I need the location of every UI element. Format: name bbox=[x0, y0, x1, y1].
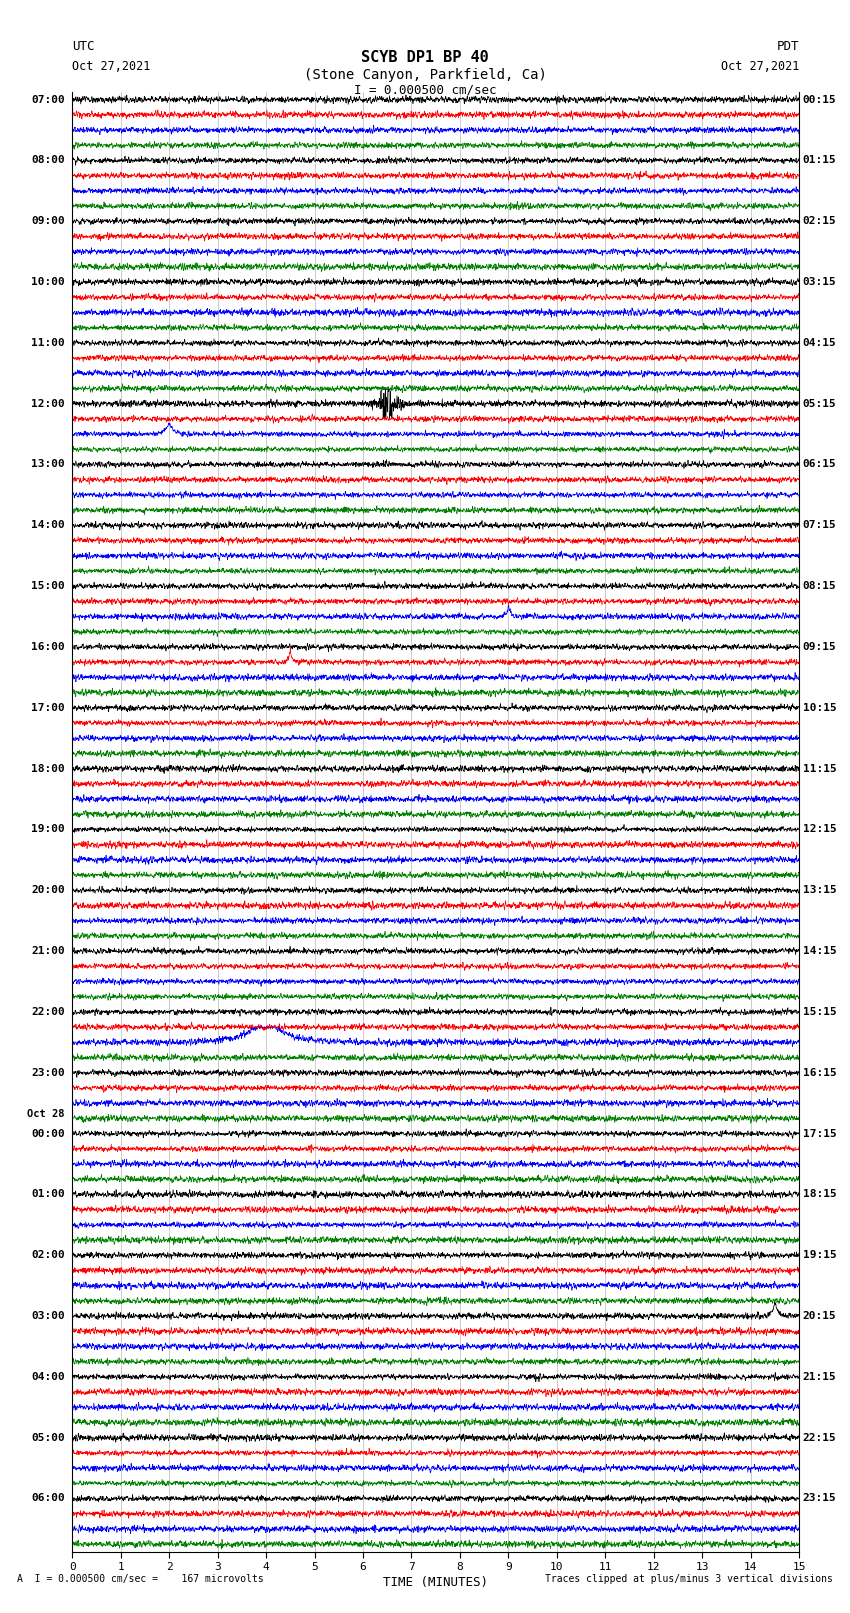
Text: 08:00: 08:00 bbox=[31, 155, 65, 166]
Text: 10:15: 10:15 bbox=[802, 703, 836, 713]
Text: 07:15: 07:15 bbox=[802, 521, 836, 531]
Text: 02:00: 02:00 bbox=[31, 1250, 65, 1260]
Text: 21:00: 21:00 bbox=[31, 947, 65, 957]
Text: 05:15: 05:15 bbox=[802, 398, 836, 408]
Text: 19:15: 19:15 bbox=[802, 1250, 836, 1260]
Text: 05:00: 05:00 bbox=[31, 1432, 65, 1442]
Text: 16:00: 16:00 bbox=[31, 642, 65, 652]
Text: 22:00: 22:00 bbox=[31, 1007, 65, 1016]
Text: 23:00: 23:00 bbox=[31, 1068, 65, 1077]
Text: PDT: PDT bbox=[777, 40, 799, 53]
Text: Traces clipped at plus/minus 3 vertical divisions: Traces clipped at plus/minus 3 vertical … bbox=[545, 1574, 833, 1584]
Text: 15:15: 15:15 bbox=[802, 1007, 836, 1016]
Text: 07:00: 07:00 bbox=[31, 95, 65, 105]
Text: 03:00: 03:00 bbox=[31, 1311, 65, 1321]
Text: 08:15: 08:15 bbox=[802, 581, 836, 590]
Text: 22:15: 22:15 bbox=[802, 1432, 836, 1442]
Text: 18:15: 18:15 bbox=[802, 1189, 836, 1200]
Text: 01:15: 01:15 bbox=[802, 155, 836, 166]
Text: Oct 28: Oct 28 bbox=[27, 1108, 65, 1119]
Text: 12:15: 12:15 bbox=[802, 824, 836, 834]
Text: 10:00: 10:00 bbox=[31, 277, 65, 287]
Text: 20:15: 20:15 bbox=[802, 1311, 836, 1321]
Text: A  I = 0.000500 cm/sec =    167 microvolts: A I = 0.000500 cm/sec = 167 microvolts bbox=[17, 1574, 264, 1584]
Text: SCYB DP1 BP 40: SCYB DP1 BP 40 bbox=[361, 50, 489, 65]
Text: 12:00: 12:00 bbox=[31, 398, 65, 408]
Text: 16:15: 16:15 bbox=[802, 1068, 836, 1077]
Text: 11:00: 11:00 bbox=[31, 337, 65, 348]
Text: 06:15: 06:15 bbox=[802, 460, 836, 469]
X-axis label: TIME (MINUTES): TIME (MINUTES) bbox=[383, 1576, 488, 1589]
Text: 09:00: 09:00 bbox=[31, 216, 65, 226]
Text: 03:15: 03:15 bbox=[802, 277, 836, 287]
Text: 17:00: 17:00 bbox=[31, 703, 65, 713]
Text: 14:00: 14:00 bbox=[31, 521, 65, 531]
Text: 02:15: 02:15 bbox=[802, 216, 836, 226]
Text: 21:15: 21:15 bbox=[802, 1371, 836, 1382]
Text: 17:15: 17:15 bbox=[802, 1129, 836, 1139]
Text: Oct 27,2021: Oct 27,2021 bbox=[721, 60, 799, 73]
Text: (Stone Canyon, Parkfield, Ca): (Stone Canyon, Parkfield, Ca) bbox=[303, 68, 547, 82]
Text: 20:00: 20:00 bbox=[31, 886, 65, 895]
Text: Oct 27,2021: Oct 27,2021 bbox=[72, 60, 150, 73]
Text: 01:00: 01:00 bbox=[31, 1189, 65, 1200]
Text: 09:15: 09:15 bbox=[802, 642, 836, 652]
Text: 11:15: 11:15 bbox=[802, 763, 836, 774]
Text: 13:00: 13:00 bbox=[31, 460, 65, 469]
Text: I = 0.000500 cm/sec: I = 0.000500 cm/sec bbox=[354, 84, 496, 97]
Text: 04:15: 04:15 bbox=[802, 337, 836, 348]
Text: 06:00: 06:00 bbox=[31, 1494, 65, 1503]
Text: 19:00: 19:00 bbox=[31, 824, 65, 834]
Text: 13:15: 13:15 bbox=[802, 886, 836, 895]
Text: 00:00: 00:00 bbox=[31, 1129, 65, 1139]
Text: 00:15: 00:15 bbox=[802, 95, 836, 105]
Text: 23:15: 23:15 bbox=[802, 1494, 836, 1503]
Text: UTC: UTC bbox=[72, 40, 94, 53]
Text: 15:00: 15:00 bbox=[31, 581, 65, 590]
Text: 18:00: 18:00 bbox=[31, 763, 65, 774]
Text: 14:15: 14:15 bbox=[802, 947, 836, 957]
Text: 04:00: 04:00 bbox=[31, 1371, 65, 1382]
